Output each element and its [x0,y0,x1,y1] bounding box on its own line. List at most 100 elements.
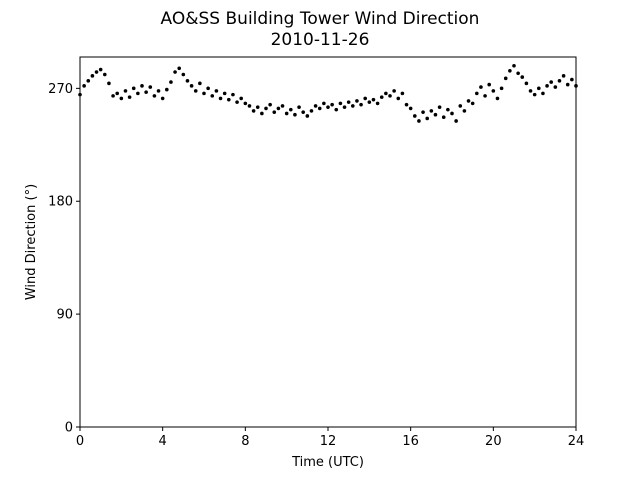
chart-title: AO&SS Building Tower Wind Direction [161,9,480,29]
data-point [144,90,148,94]
data-point [214,89,219,93]
data-point [524,81,529,86]
data-point [355,99,359,103]
data-point [131,86,136,91]
data-point [326,105,330,109]
data-point [421,110,425,114]
data-point [367,100,372,104]
data-point [185,79,190,83]
plot-frame [79,56,577,428]
data-point [94,70,99,74]
data-point [239,96,243,101]
data-point [342,105,347,109]
data-point [408,106,413,111]
data-point [272,110,277,114]
data-point [218,96,223,101]
data-point [107,81,111,86]
data-point [181,72,186,77]
data-point [293,112,297,117]
data-point [264,106,268,111]
data-point [549,80,553,84]
data-point [346,100,351,104]
data-point [160,96,165,101]
x-tick-label: 20 [485,434,502,449]
data-point [82,84,86,88]
data-point [491,89,496,93]
data-point [433,112,438,117]
data-point [425,116,430,121]
data-point [173,70,177,74]
data-point [338,101,343,106]
data-point [322,101,326,106]
data-point [359,102,363,107]
data-point [520,75,525,79]
data-point [545,84,549,88]
data-point [561,74,566,78]
data-point [165,87,169,92]
data-point [570,77,574,82]
data-point [400,91,405,96]
data-point [483,94,487,98]
data-point [553,85,558,89]
x-axis-label: Time (UTC) [291,455,364,470]
data-point [429,109,434,113]
y-tick-label: 270 [48,82,73,97]
data-point [268,102,272,107]
data-point [537,86,541,91]
data-point [189,84,194,88]
data-point [388,94,392,98]
data-point [565,82,570,87]
data-point [193,89,198,93]
x-tick-label: 0 [76,434,84,449]
y-axis-label: Wind Direction (°) [24,184,39,300]
y-tick-label: 0 [65,421,73,436]
data-point [487,82,492,87]
data-point [330,102,334,107]
data-point [479,85,483,89]
data-point [371,97,376,102]
data-point [437,105,442,109]
chart-subtitle: 2010-11-26 [271,30,370,50]
data-point [351,104,355,108]
data-point [177,66,181,71]
data-point [210,94,215,98]
data-point [247,104,252,108]
data-point [123,89,128,93]
y-tick-label: 180 [48,195,73,210]
data-point [458,104,463,108]
data-point [86,79,91,83]
data-point [396,96,401,101]
data-point [470,101,475,106]
data-point [450,111,454,116]
data-point [305,114,310,118]
data-point [202,91,206,96]
data-point [140,84,144,88]
data-point [227,97,231,102]
x-tick-label: 24 [568,434,585,449]
data-point [495,96,500,101]
data-point [222,91,227,96]
data-point [251,109,256,113]
data-point [317,106,322,111]
data-point [313,104,318,108]
data-point [119,96,124,101]
data-point [375,101,380,106]
data-point [231,92,235,97]
data-point [148,85,153,89]
x-tick-label: 4 [159,434,167,449]
data-point [301,110,306,114]
data-point [417,119,421,123]
x-tick-label: 16 [402,434,419,449]
data-point [454,119,458,123]
data-point [499,86,504,91]
data-point [152,94,157,98]
data-point [235,100,239,104]
data-point [379,95,384,99]
data-point [90,74,95,78]
data-point [541,91,545,96]
data-point [136,91,140,96]
data-point [413,114,417,118]
data-point [503,76,508,81]
x-tick-label: 12 [320,434,337,449]
